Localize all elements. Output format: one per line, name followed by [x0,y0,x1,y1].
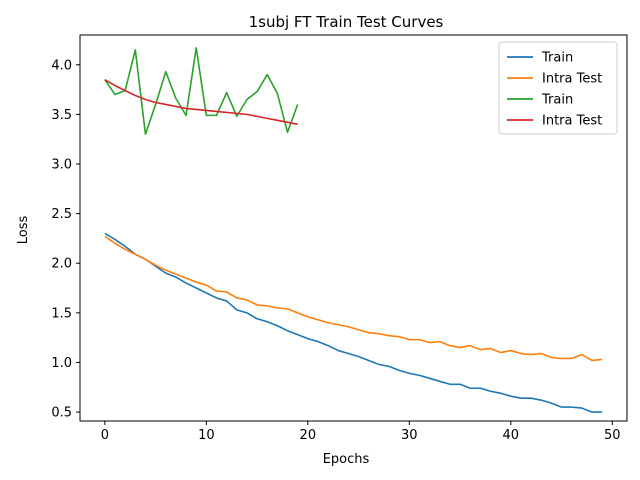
legend-label-3: Intra Test [542,114,602,129]
y-axis-ticks: 0.5 1.0 1.5 2.0 2.5 3.0 3.5 4.0 [51,58,80,421]
y-tick-label: 2.0 [51,257,72,272]
legend-label-2: Train [541,93,573,108]
x-tick-label: 40 [503,428,520,443]
series-line-2 [104,47,299,136]
chart-title: 1subj FT Train Test Curves [249,13,444,31]
x-axis-label: Epochs [323,452,370,467]
x-tick-label: 20 [300,428,317,443]
legend-label-0: Train [541,51,573,66]
y-tick-label: 1.0 [51,356,72,371]
legend: Train Intra Test Train Intra Test [498,41,618,135]
legend-box [498,41,618,135]
series-layer [104,47,603,413]
y-tick-label: 0.5 [51,406,72,421]
x-tick-label: 50 [604,428,621,443]
series-line-3 [104,78,298,126]
series-line-1 [104,235,603,362]
y-tick-label: 1.5 [51,306,72,321]
x-tick-label: 30 [401,428,418,443]
y-tick-label: 4.0 [51,58,72,73]
y-tick-label: 3.0 [51,157,72,172]
series-line-0 [104,232,603,413]
x-tick-label: 0 [101,428,109,443]
y-tick-label: 2.5 [51,207,72,222]
x-axis-ticks: 0 10 20 30 40 50 [101,421,621,443]
x-tick-label: 10 [198,428,215,443]
y-axis-label: Loss [16,216,31,245]
y-tick-label: 3.5 [51,108,72,123]
legend-label-1: Intra Test [542,72,602,87]
plot-frame [79,34,628,422]
